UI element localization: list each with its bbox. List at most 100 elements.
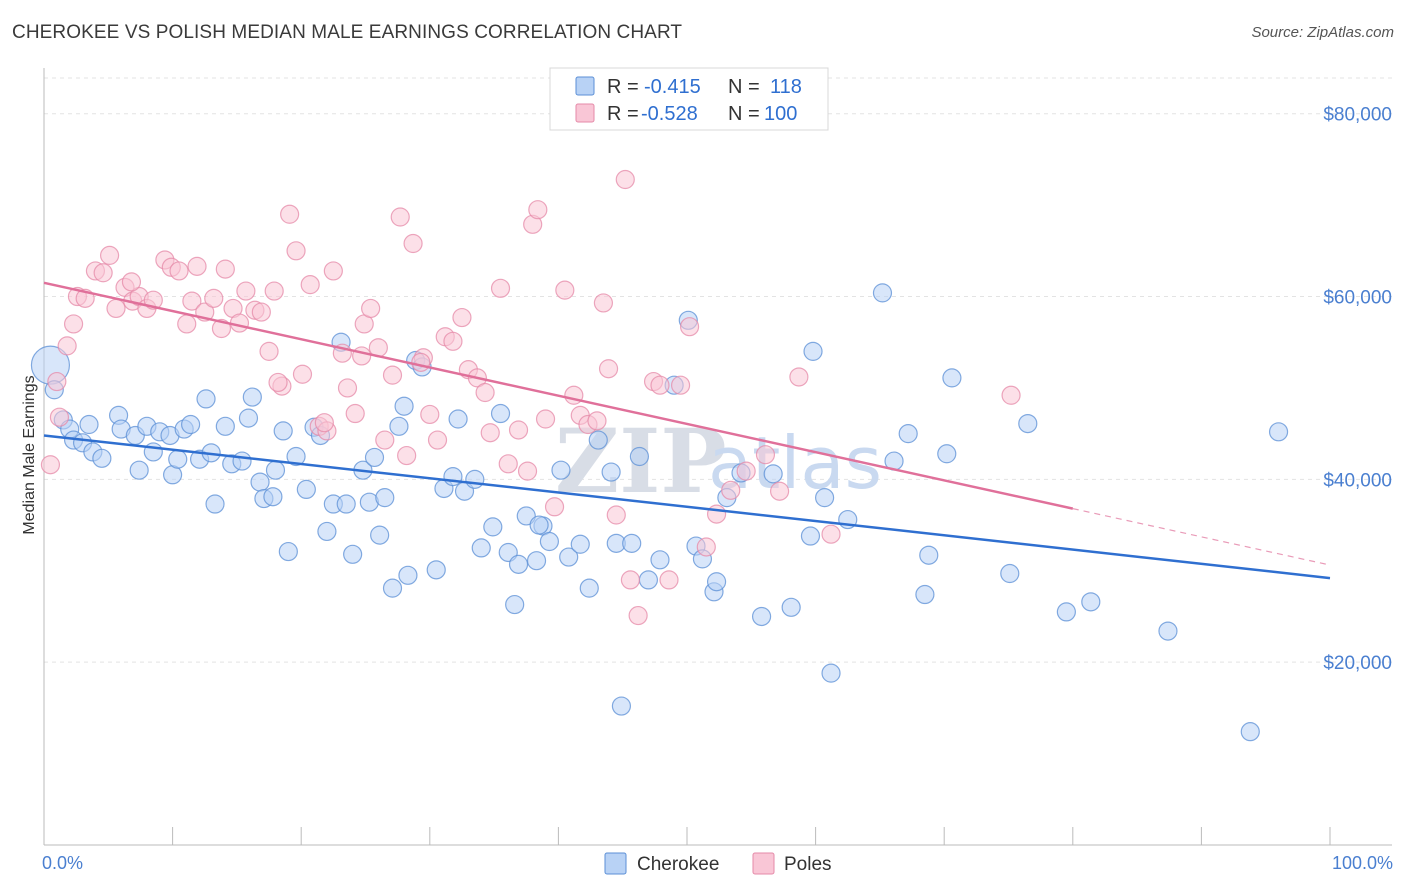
point-cherokee-29 (242, 387, 262, 407)
point-cherokee-36 (286, 446, 306, 467)
point-cherokee-95 (800, 526, 821, 546)
point-poles-78 (615, 169, 635, 190)
point-cherokee-61 (465, 469, 485, 489)
point-poles-21 (187, 256, 207, 276)
point-cherokee-110 (1081, 592, 1101, 612)
point-cherokee-81 (629, 446, 650, 467)
point-cherokee-48 (370, 525, 390, 545)
point-poles-82 (650, 375, 670, 395)
point-poles-54 (427, 430, 448, 450)
trend-lines (43, 281, 1331, 580)
point-cherokee-72 (551, 460, 571, 480)
point-poles-90 (755, 445, 776, 465)
legend-r-value-poles: -0.528 (641, 103, 698, 125)
point-poles-40 (323, 261, 343, 281)
point-poles-98 (268, 372, 288, 393)
point-cherokee-83 (650, 550, 670, 570)
point-poles-47 (375, 430, 395, 450)
point-cherokee-114 (529, 515, 549, 535)
point-poles-35 (286, 241, 306, 261)
point-cherokee-7 (92, 448, 112, 468)
legend-box: R = -0.415 N = 118 R = -0.528 N = 100 (549, 67, 829, 131)
bottom-legend-swatch-cherokee (604, 852, 627, 875)
point-cherokee-92 (751, 606, 772, 627)
point-cherokee-30 (250, 472, 270, 492)
trend-line-cherokee (43, 434, 1331, 580)
point-poles-1 (47, 371, 67, 392)
point-poles-83 (659, 570, 679, 590)
bottom-legend-swatch-poles (752, 852, 775, 875)
y-axis-label: Median Male Earnings (21, 375, 38, 534)
y-tick-label-2: $60,000 (1323, 288, 1392, 309)
point-poles-9 (99, 245, 120, 265)
point-cherokee-24 (205, 494, 225, 514)
point-cherokee-109 (1056, 602, 1076, 622)
legend-r-label-poles: R = (607, 103, 639, 125)
x-tick-label-max: 100.0% (1332, 853, 1393, 873)
point-cherokee-43 (336, 494, 356, 514)
point-poles-87 (706, 504, 727, 524)
point-cherokee-103 (915, 584, 935, 605)
point-cherokee-105 (937, 444, 957, 464)
legend-n-value-poles: 100 (764, 103, 797, 125)
point-cherokee-107 (1000, 563, 1020, 584)
point-cherokee-18 (168, 449, 188, 469)
point-cherokee-67 (508, 554, 529, 574)
x-tick-labels: 0.0% 100.0% (42, 853, 1393, 873)
point-poles-37 (300, 275, 320, 295)
point-poles-76 (598, 359, 619, 379)
point-poles-19 (177, 314, 197, 334)
point-poles-49 (390, 207, 410, 227)
point-poles-61 (480, 423, 500, 443)
point-poles-64 (508, 420, 529, 440)
point-cherokee-94 (781, 597, 801, 617)
point-poles-92 (789, 367, 809, 387)
point-poles-32 (264, 281, 284, 301)
point-poles-27 (229, 313, 250, 333)
point-poles-30 (251, 302, 271, 322)
point-poles-96 (411, 352, 431, 372)
point-poles-65 (517, 461, 538, 481)
point-poles-0 (40, 455, 61, 475)
point-cherokee-59 (448, 409, 468, 429)
point-cherokee-80 (622, 533, 642, 553)
point-cherokee-112 (1240, 722, 1260, 742)
point-poles-8 (93, 263, 113, 283)
legend-n-value-cherokee: 118 (770, 76, 802, 98)
point-cherokee-82 (638, 570, 659, 590)
y-tick-label-0: $20,000 (1323, 653, 1392, 674)
point-cherokee-28 (238, 408, 259, 428)
point-cherokee-113 (1268, 422, 1289, 442)
point-poles-75 (593, 293, 614, 313)
point-poles-80 (628, 605, 648, 626)
point-cherokee-52 (394, 396, 414, 416)
point-cherokee-50 (382, 578, 403, 598)
point-cherokee-100 (872, 283, 893, 303)
point-cherokee-98 (821, 663, 841, 683)
point-cherokee-79 (611, 696, 632, 716)
trend-line-poles-extension (1072, 508, 1331, 566)
point-poles-28 (236, 281, 256, 301)
legend-swatch-poles (575, 103, 595, 123)
point-poles-45 (361, 298, 381, 319)
point-cherokee-44 (343, 544, 363, 564)
point-cherokee-49 (375, 488, 395, 508)
point-cherokee-102 (898, 424, 918, 444)
point-cherokee-64 (490, 403, 511, 424)
point-cherokee-22 (196, 389, 216, 409)
point-poles-93 (821, 524, 841, 544)
point-poles-60 (475, 382, 495, 403)
point-cherokee-62 (471, 538, 491, 558)
point-poles-69 (544, 497, 565, 517)
point-cherokee-108 (1018, 413, 1038, 434)
legend-item-poles: R = -0.528 N = 100 (575, 103, 797, 125)
point-poles-4 (63, 314, 84, 334)
point-cherokee-12 (129, 460, 149, 480)
point-cherokee-20 (181, 414, 201, 435)
point-poles-51 (403, 233, 423, 254)
point-poles-25 (215, 259, 235, 279)
point-cherokee-25 (215, 416, 235, 436)
point-poles-85 (679, 317, 700, 337)
point-cherokee-106 (942, 368, 962, 388)
